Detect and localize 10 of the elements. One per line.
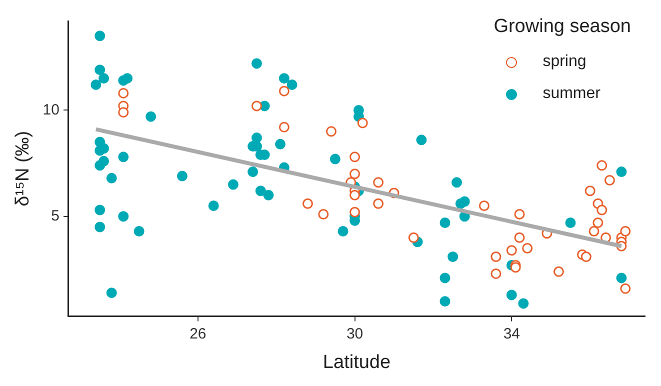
x-tick-label: 26 xyxy=(190,325,206,342)
x-tick-label: 34 xyxy=(503,325,520,342)
legend-title: Growing season xyxy=(494,16,631,38)
x-axis-title: Latitude xyxy=(322,352,391,373)
x-tick-label: 30 xyxy=(346,325,364,342)
y-tick-label: 5 xyxy=(51,208,60,225)
legend-label: summer xyxy=(542,85,600,103)
y-axis-title: δ¹⁵N (‰) xyxy=(12,130,34,206)
legend-label: spring xyxy=(542,53,586,71)
y-tick-label: 10 xyxy=(42,101,60,118)
